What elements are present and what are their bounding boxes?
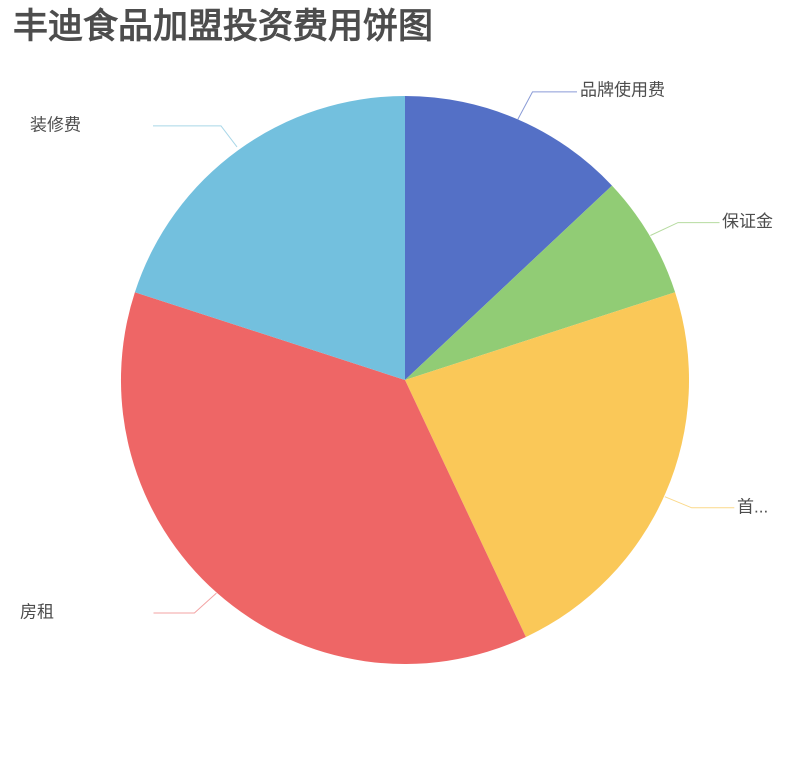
svg-text:装修费: 装修费 [30,115,81,134]
svg-text:首...: 首... [737,497,768,516]
svg-text:品牌使用费: 品牌使用费 [580,79,665,99]
svg-text:房租: 房租 [20,602,54,621]
svg-text:保证金: 保证金 [722,212,773,231]
